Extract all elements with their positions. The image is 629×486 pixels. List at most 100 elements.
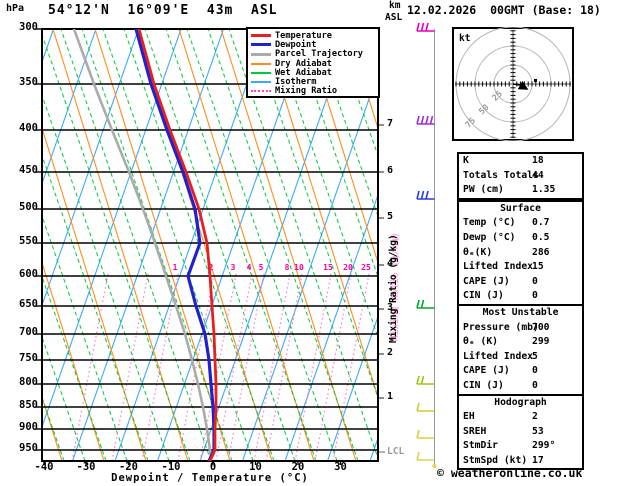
km-tick-label: 6 bbox=[387, 165, 394, 176]
legend-item: Isotherm bbox=[251, 77, 376, 88]
legend-label: Isotherm bbox=[275, 77, 317, 88]
table-row-value: 18 bbox=[532, 155, 544, 166]
pressure-tick-label: 700 bbox=[19, 326, 38, 338]
pressure-tick-label: 300 bbox=[19, 21, 38, 33]
table-row-label: Dewp (°C) bbox=[463, 231, 516, 243]
hodograph-storm-dot bbox=[534, 79, 537, 82]
wind-barb bbox=[416, 299, 435, 309]
dewpoint-curve bbox=[134, 29, 216, 461]
table-row-label: Temp (°C) bbox=[463, 217, 516, 229]
table-row-value: 2 bbox=[532, 411, 538, 423]
mixing-ratio-value-label: 1 bbox=[172, 263, 178, 272]
temperature-tick-label: -10 bbox=[161, 461, 181, 473]
table-row: StmSpd (kt) 17 bbox=[459, 454, 582, 469]
asl-axis-unit: ASL bbox=[385, 12, 403, 23]
table-row-value: 0 bbox=[532, 290, 538, 302]
temperature-tick-label: 20 bbox=[291, 461, 305, 473]
table-row-value: 0 bbox=[532, 275, 538, 287]
table-row-label: Lifted Index bbox=[463, 350, 533, 362]
skewt-plot bbox=[36, 22, 437, 468]
wind-barb bbox=[416, 190, 435, 200]
indices-table: K 18 Totals Totals 44 PW (cm) 1.35 Surface Temp… bbox=[457, 152, 584, 471]
table-row: PW (cm) 1.35 bbox=[459, 183, 582, 198]
table-row-label: StmDir bbox=[463, 440, 498, 452]
table-row: StmDir 299° bbox=[459, 439, 582, 454]
wind-barb bbox=[416, 22, 435, 32]
table-row-label: StmSpd (kt) bbox=[463, 454, 528, 466]
legend-label: Dry Adiabat bbox=[275, 58, 332, 69]
legend-item: Dry Adiabat bbox=[251, 58, 376, 69]
legend-item: Wet Adiabat bbox=[251, 68, 376, 78]
table-row: CAPE (J) 0 bbox=[459, 364, 582, 379]
pressure-tick-label: 900 bbox=[19, 421, 38, 433]
table-row-value: 44 bbox=[532, 169, 544, 181]
mixing-ratio-value-label: 3 bbox=[230, 263, 236, 272]
km-axis-unit: km bbox=[389, 0, 401, 11]
km-tick-label: 2 bbox=[387, 347, 394, 358]
run-date: 12.02.2026 00GMT (Base: 18) bbox=[407, 3, 601, 17]
km-tick-label: 1 bbox=[387, 391, 394, 402]
table-row-value: 700 bbox=[532, 321, 550, 333]
legend-label: Parcel Trajectory bbox=[275, 49, 363, 60]
table-row-label: K bbox=[463, 155, 469, 166]
table-row-value: 0.5 bbox=[532, 231, 550, 243]
wind-barb bbox=[416, 429, 435, 439]
legend-item: Temperature bbox=[251, 30, 376, 41]
hodograph-trace bbox=[512, 80, 529, 90]
table-row: EH 2 bbox=[459, 410, 582, 425]
table-row-label: Pressure (mb) bbox=[463, 321, 539, 333]
table-row: K 18 bbox=[459, 154, 582, 169]
station-title: 54°12'N 16°09'E 43m ASL bbox=[48, 3, 278, 18]
table-row-label: θₑ (K) bbox=[463, 336, 498, 348]
wind-barb bbox=[416, 402, 435, 412]
table-row: θₑ (K) 299 bbox=[459, 335, 582, 350]
table-row-label: CIN (J) bbox=[463, 290, 504, 302]
table-section-header: Most Unstable bbox=[459, 303, 582, 321]
pressure-tick-label: 450 bbox=[19, 164, 38, 176]
legend-swatch-thick bbox=[251, 34, 271, 38]
legend-swatch-thin bbox=[251, 71, 271, 74]
table-row: Totals Totals 44 bbox=[459, 169, 582, 184]
legend-swatch-thin bbox=[251, 81, 271, 84]
mixing-ratio-value-label: 2 bbox=[208, 263, 214, 272]
legend-label: Temperature bbox=[275, 30, 332, 41]
legend-swatch-thick bbox=[251, 43, 271, 47]
mixing-ratio-value-label: 20 bbox=[343, 263, 353, 272]
table-row-value: 15 bbox=[532, 261, 544, 273]
table-row-label: CIN (J) bbox=[463, 379, 504, 391]
temperature-tick-label: -40 bbox=[34, 461, 54, 473]
pressure-tick-label: 800 bbox=[19, 376, 38, 388]
legend: Temperature Dewpoint Parcel Trajectory Dry … bbox=[246, 27, 380, 98]
table-row-value: 286 bbox=[532, 246, 550, 258]
table-row-value: 1.35 bbox=[532, 184, 556, 196]
pressure-tick-label: 550 bbox=[19, 235, 38, 247]
table-row-label: CAPE (J) bbox=[463, 275, 510, 287]
table-row: Lifted Index 5 bbox=[459, 350, 582, 365]
km-tick-label: 4 bbox=[387, 258, 394, 269]
km-tick-label: 3 bbox=[387, 302, 394, 313]
mixing-ratio-value-label: 15 bbox=[323, 263, 333, 272]
table-row: CIN (J) 0 bbox=[459, 379, 582, 394]
table-row-label: θₑ(K) bbox=[463, 246, 493, 258]
km-tick-label: 5 bbox=[387, 211, 394, 222]
table-row: SREH 53 bbox=[459, 425, 582, 440]
table-row: Lifted Index 15 bbox=[459, 260, 582, 275]
parcel-trajectory-curve bbox=[72, 29, 213, 460]
mixing-ratio-value-label: 25 bbox=[361, 263, 371, 272]
table-row-label: Lifted Index bbox=[463, 261, 533, 273]
pressure-tick-label: 500 bbox=[19, 201, 38, 213]
temperature-tick-label: 0 bbox=[209, 461, 217, 473]
pressure-tick-label: 950 bbox=[19, 442, 38, 454]
legend-swatch-thin bbox=[251, 62, 271, 65]
table-row-value: 53 bbox=[532, 425, 544, 437]
table-row-value: 299 bbox=[532, 336, 550, 348]
table-row-value: 0.7 bbox=[532, 217, 550, 229]
legend-label: Mixing Ratio bbox=[275, 86, 338, 97]
legend-item: Mixing Ratio bbox=[251, 86, 376, 97]
table-row: Pressure (mb) 700 bbox=[459, 321, 582, 336]
table-row-label: CAPE (J) bbox=[463, 365, 510, 377]
wind-barb-column bbox=[416, 22, 437, 468]
legend-swatch-dotted bbox=[251, 90, 271, 93]
legend-swatch-thick bbox=[251, 52, 271, 56]
